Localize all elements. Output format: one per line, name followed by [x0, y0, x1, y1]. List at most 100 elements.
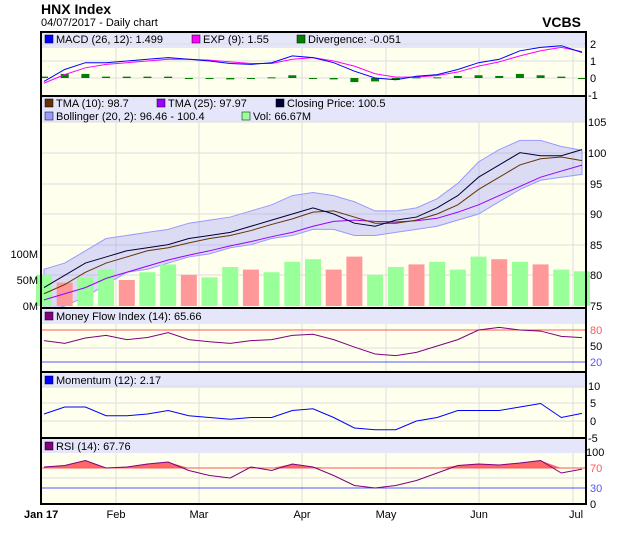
volume-bar	[387, 267, 404, 306]
close-swatch	[275, 98, 285, 108]
volume-bar	[222, 267, 239, 306]
volume-bar	[553, 269, 570, 306]
divergence-bar	[391, 78, 400, 81]
momentum-y-axis: 10 5 0 -5	[588, 381, 600, 445]
x-tick-label: Jan 17	[24, 509, 58, 521]
divergence-bar	[288, 75, 297, 78]
tma25-line	[43, 164, 583, 301]
volume-bar	[77, 277, 94, 306]
vol-swatch	[241, 111, 251, 121]
volume-bar	[532, 264, 549, 306]
volume-bar	[98, 269, 115, 306]
mfi-panel-header-band	[41, 308, 586, 324]
y-tick-label: 0	[590, 73, 596, 85]
y-tick-label: 20	[590, 357, 602, 369]
y-tick-label: 100	[586, 447, 604, 459]
y-tick-label: 0	[590, 416, 596, 428]
volume-bar	[408, 264, 425, 306]
volume-bar	[36, 274, 52, 306]
rsi-y-axis: 100 70 30 0	[586, 447, 604, 511]
divergence-bar	[267, 77, 276, 79]
rsi-swatch	[44, 441, 54, 451]
y-tick-label: -5	[588, 433, 598, 445]
divergence-bar	[474, 75, 483, 78]
y-tick-label: 75	[590, 301, 602, 313]
divergence-bar	[184, 78, 193, 79]
x-axis: Jan 17 Feb Mar Apr May Jun Jul	[24, 509, 583, 521]
divergence-bar	[557, 76, 566, 78]
brand-label: VCBS	[542, 14, 581, 30]
divergence-bar	[495, 75, 504, 78]
x-tick-label: Apr	[293, 509, 310, 521]
volume-bar	[160, 264, 177, 306]
price-panel-header-band	[41, 96, 586, 122]
macd-line	[43, 45, 583, 82]
divergence-bar	[40, 76, 48, 78]
volume-bar	[429, 261, 446, 306]
volume-bar	[325, 269, 342, 306]
tma25-legend-label: TMA (25): 97.97	[168, 98, 247, 110]
divergence-bar	[60, 73, 69, 78]
vol-tick-label: 100M	[10, 249, 38, 261]
volume-bar	[511, 261, 528, 306]
divergence-bar	[122, 76, 131, 78]
rsi-panel-header-band	[41, 438, 586, 453]
closing-price-line	[43, 149, 583, 289]
x-tick-label: Mar	[190, 509, 209, 521]
mfi-line	[43, 326, 583, 357]
volume-bar	[118, 280, 135, 306]
bollinger-legend-label: Bollinger (20, 2): 96.46 - 100.4	[56, 111, 205, 123]
divergence-bar	[371, 78, 380, 82]
divergence-bar	[350, 78, 359, 83]
exp-legend-label: EXP (9): 1.55	[203, 34, 269, 46]
x-tick-label: Jul	[569, 509, 583, 521]
y-tick-label: 5	[590, 398, 596, 410]
y-tick-label: 85	[590, 240, 602, 252]
rsi-panel-frame	[40, 437, 587, 505]
rsi-line	[43, 459, 583, 489]
divergence-swatch	[296, 34, 306, 44]
y-tick-label: 100	[588, 148, 606, 160]
volume-bar	[263, 272, 280, 306]
divergence-bar	[205, 78, 214, 79]
y-tick-label: 1	[590, 56, 596, 68]
momentum-swatch	[44, 375, 54, 385]
y-tick-label: 30	[590, 483, 602, 495]
y-tick-label: 105	[588, 117, 606, 129]
momentum-line	[43, 402, 583, 431]
volume-bar	[449, 269, 466, 306]
volume-bar	[470, 256, 487, 306]
divergence-bar	[164, 76, 173, 78]
volume-bar	[284, 261, 301, 306]
divergence-legend-label: Divergence: -0.051	[308, 34, 401, 46]
price-legend: TMA (10): 98.7 TMA (25): 97.97 Closing P…	[44, 98, 385, 123]
divergence-bar	[81, 73, 90, 78]
divergence-bar	[515, 73, 524, 78]
y-tick-label: 80	[590, 270, 602, 282]
vol-legend-label: Vol: 66.67M	[253, 111, 311, 123]
divergence-bar	[143, 76, 152, 78]
rsi-legend: RSI (14): 67.76	[44, 441, 131, 453]
divergence-bar	[329, 78, 338, 80]
divergence-bar	[578, 78, 586, 79]
volume-bar	[491, 259, 508, 306]
y-tick-label: 70	[590, 463, 602, 475]
tma25-swatch	[156, 98, 166, 108]
volume-bar	[367, 274, 384, 306]
macd-y-axis: 2 1 0 -1	[588, 39, 598, 102]
mfi-swatch	[44, 311, 54, 321]
mfi-legend-label: Money Flow Index (14): 65.66	[56, 311, 202, 323]
vol-tick-label: 0M	[23, 301, 38, 313]
rsi-legend-label: RSI (14): 67.76	[56, 441, 131, 453]
momentum-legend-label: Momentum (12): 2.17	[56, 375, 161, 387]
y-tick-label: 10	[588, 381, 600, 393]
x-tick-label: May	[376, 509, 397, 521]
divergence-bar	[102, 76, 111, 78]
vol-tick-label: 50M	[17, 275, 38, 287]
tma10-line	[43, 156, 583, 295]
exp-swatch	[191, 34, 201, 44]
y-tick-label: 80	[590, 325, 602, 337]
macd-swatch	[44, 34, 54, 44]
y-tick-label: 95	[590, 179, 602, 191]
